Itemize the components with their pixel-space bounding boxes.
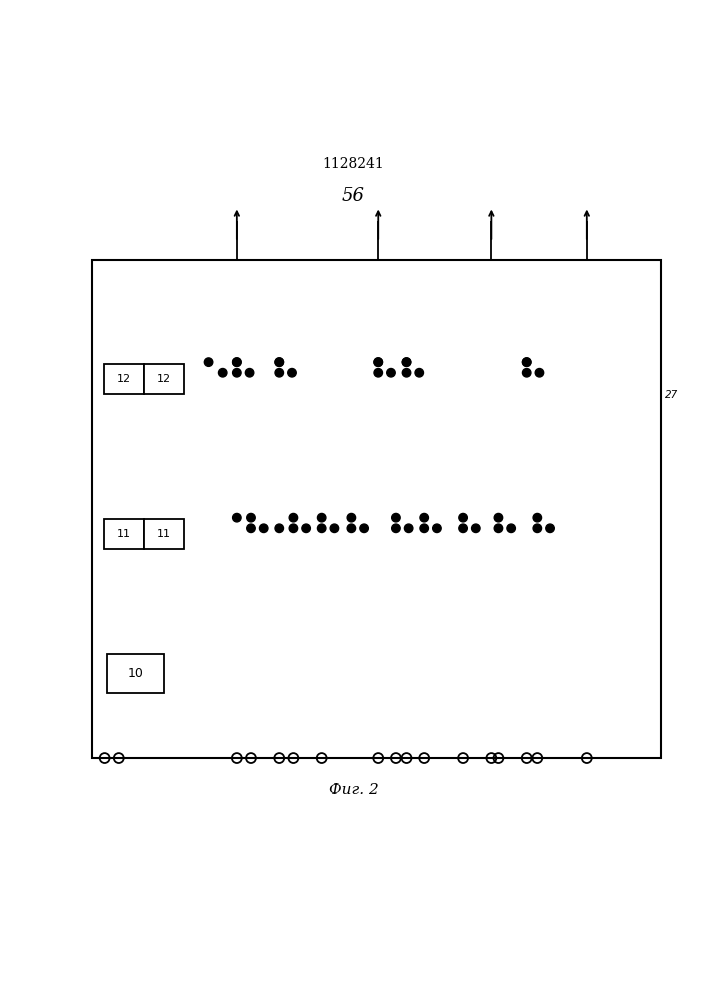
Bar	[144, 519, 184, 549]
Circle shape	[218, 368, 227, 377]
Bar	[144, 364, 184, 394]
Text: 11: 11	[157, 529, 171, 539]
Circle shape	[387, 368, 395, 377]
Text: 13: 13	[238, 406, 252, 416]
Bar	[103, 519, 144, 549]
Circle shape	[522, 358, 531, 366]
Text: 18: 18	[353, 562, 366, 572]
Text: 17: 17	[323, 562, 337, 572]
Text: 23: 23	[464, 562, 478, 572]
Text: 14: 14	[252, 562, 266, 572]
Circle shape	[259, 524, 268, 533]
Circle shape	[546, 524, 554, 533]
Circle shape	[374, 368, 382, 377]
Circle shape	[402, 368, 411, 377]
Circle shape	[415, 368, 423, 377]
Circle shape	[420, 513, 428, 522]
Text: 27: 27	[665, 390, 678, 400]
Circle shape	[233, 368, 241, 377]
Circle shape	[317, 524, 326, 533]
Circle shape	[420, 524, 428, 533]
Text: 11: 11	[117, 529, 131, 539]
Bar	[92, 260, 661, 758]
Circle shape	[522, 368, 531, 377]
Circle shape	[347, 524, 356, 533]
Circle shape	[472, 524, 480, 533]
Text: 25: 25	[528, 406, 542, 416]
Text: 26: 26	[539, 562, 552, 572]
Text: 12: 12	[157, 374, 171, 384]
Circle shape	[494, 524, 503, 533]
Text: 22: 22	[426, 562, 439, 572]
Circle shape	[233, 513, 241, 522]
Circle shape	[233, 358, 241, 366]
Text: 20: 20	[397, 562, 411, 572]
Circle shape	[317, 513, 326, 522]
Circle shape	[233, 358, 241, 366]
Circle shape	[275, 358, 284, 366]
Text: 3: 3	[93, 700, 100, 713]
Circle shape	[402, 358, 411, 366]
Circle shape	[204, 358, 213, 366]
Circle shape	[360, 524, 368, 533]
Text: 24: 24	[500, 562, 513, 572]
Circle shape	[392, 524, 400, 533]
Circle shape	[275, 368, 284, 377]
Circle shape	[494, 513, 503, 522]
Circle shape	[459, 524, 467, 533]
Circle shape	[288, 368, 296, 377]
Circle shape	[330, 524, 339, 533]
Circle shape	[275, 358, 284, 366]
Circle shape	[302, 524, 310, 533]
Circle shape	[289, 524, 298, 533]
Circle shape	[522, 358, 531, 366]
Text: 12: 12	[117, 374, 131, 384]
Text: 16: 16	[295, 562, 308, 572]
Circle shape	[533, 524, 542, 533]
Circle shape	[507, 524, 515, 533]
Circle shape	[347, 513, 356, 522]
Circle shape	[459, 513, 467, 522]
Circle shape	[392, 513, 400, 522]
Circle shape	[289, 513, 298, 522]
Circle shape	[374, 358, 382, 366]
Circle shape	[535, 368, 544, 377]
Text: 19: 19	[380, 406, 393, 416]
Bar	[103, 364, 144, 394]
Text: 1128241: 1128241	[322, 157, 385, 171]
Circle shape	[374, 358, 382, 366]
Circle shape	[402, 358, 411, 366]
Text: Фиг. 2: Фиг. 2	[329, 783, 378, 797]
Circle shape	[533, 513, 542, 522]
Circle shape	[275, 524, 284, 533]
Text: 15: 15	[281, 406, 294, 416]
Bar	[107, 654, 164, 693]
Text: 56: 56	[342, 187, 365, 205]
Circle shape	[404, 524, 413, 533]
Circle shape	[245, 368, 254, 377]
Circle shape	[433, 524, 441, 533]
Text: 21: 21	[408, 406, 421, 416]
Circle shape	[247, 513, 255, 522]
Circle shape	[247, 524, 255, 533]
Text: 10: 10	[128, 667, 144, 680]
